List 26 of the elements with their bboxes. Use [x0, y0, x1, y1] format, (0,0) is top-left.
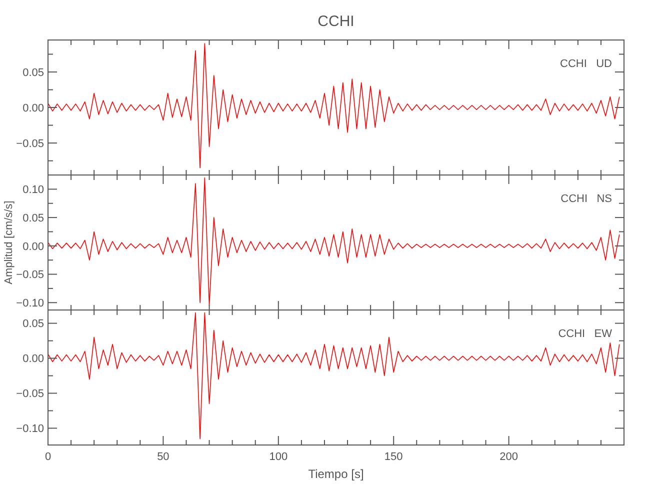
y-tick-label: 0.00 — [22, 240, 44, 253]
y-tick-label: −0.05 — [16, 388, 44, 400]
y-tick-label: 0.05 — [22, 318, 44, 330]
line-series — [48, 43, 620, 168]
x-tick-label: 200 — [500, 451, 518, 463]
annotation: CCHI UD — [560, 58, 612, 70]
x-tick-label: 0 — [44, 451, 52, 463]
x-tick-label: 150 — [384, 451, 403, 463]
x-tick-label: 100 — [269, 451, 288, 463]
chart-title: CCHI — [318, 13, 354, 30]
y-tick-label: 0.10 — [22, 184, 44, 196]
y-tick-label: −0.10 — [16, 423, 44, 436]
y-tick-label: −0.05 — [16, 138, 44, 150]
annotation: CCHI NS — [560, 193, 612, 205]
y-tick-label: 0.05 — [22, 66, 44, 79]
y-tick-label: −0.05 — [16, 269, 44, 282]
x-tick-label: 50 — [157, 451, 170, 463]
x-axis-title: Tiempo [s] — [308, 467, 364, 481]
line-series — [48, 312, 620, 440]
y-tick-label: 0.00 — [22, 102, 44, 114]
y-tick-label: 0.05 — [22, 212, 44, 224]
y-tick-label: 0.00 — [22, 353, 44, 366]
y-axis-title: Amplitud [cm/s/s] — [3, 200, 15, 284]
y-tick-label: −0.10 — [16, 297, 44, 310]
line-series — [48, 177, 620, 306]
annotation: CCHI EW — [558, 328, 613, 340]
